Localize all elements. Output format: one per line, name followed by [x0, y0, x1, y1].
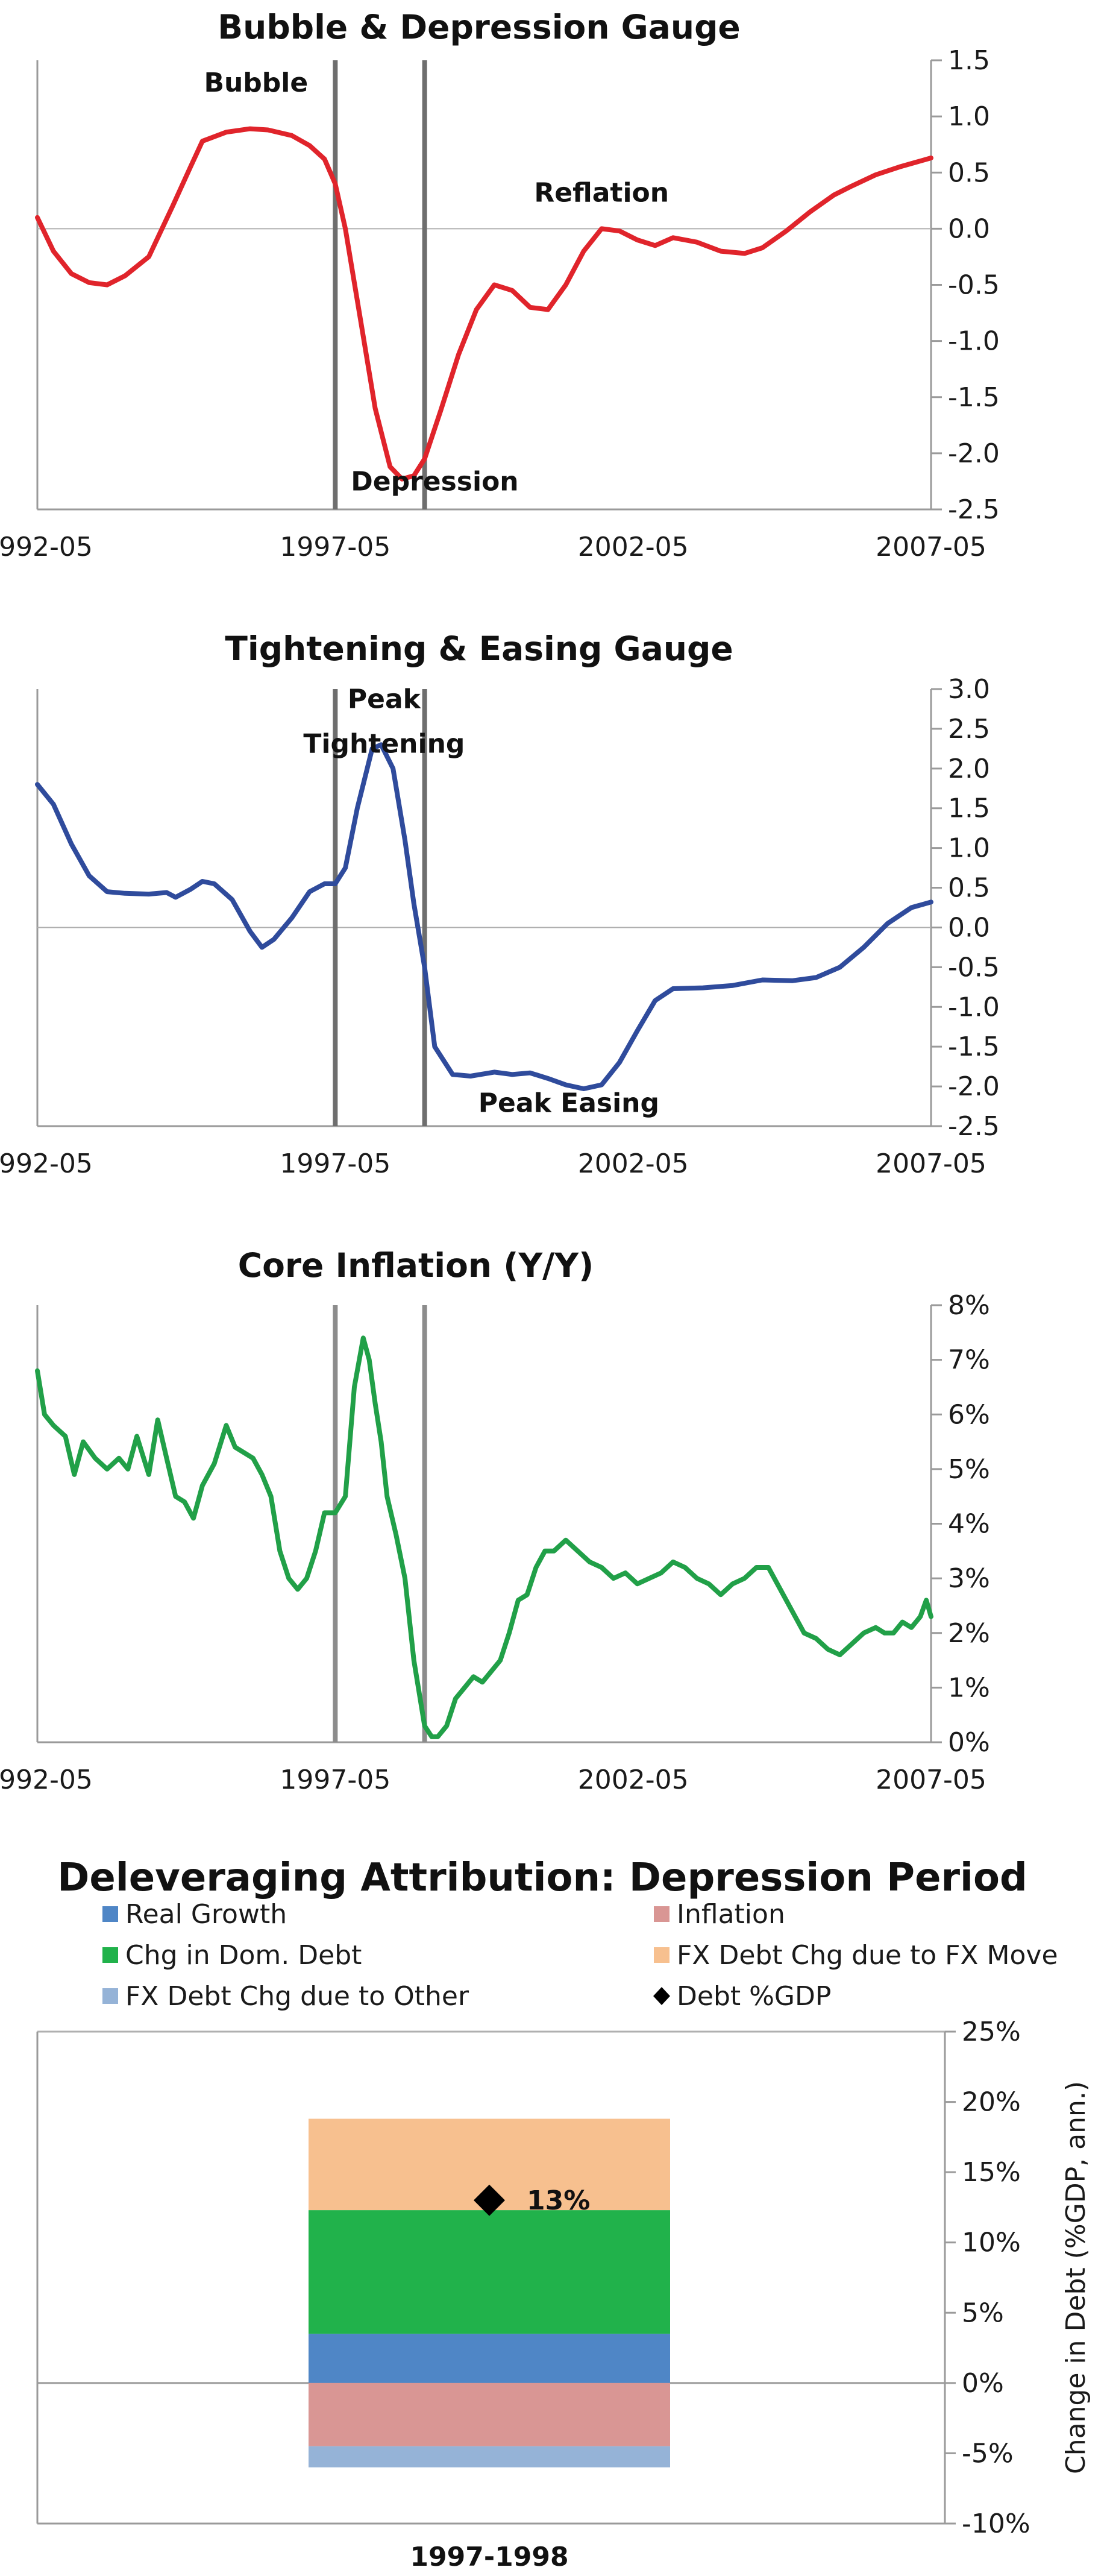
legend: Real Growth Inflation Chg in Dom. Debt FX D… — [102, 1899, 1058, 2012]
annotation-label: Peak Easing — [478, 1088, 659, 1118]
legend-swatch — [102, 1947, 118, 1963]
y-tick-label: 1.0 — [948, 833, 990, 864]
x-tick-label: 1997-05 — [280, 532, 390, 562]
y-tick-label: -1.0 — [948, 326, 1000, 357]
x-tick-label: 2007-05 — [876, 1148, 986, 1179]
y-tick-label: 15% — [962, 2157, 1021, 2188]
annotation-label: Tightening — [303, 728, 465, 759]
x-tick-label: 2002-05 — [578, 1148, 689, 1179]
bar-segment — [309, 2382, 670, 2446]
y-tick-label: 7% — [948, 1345, 990, 1376]
y-tick-label: 10% — [962, 2228, 1021, 2258]
chart-title: Tightening & Easing Gauge — [225, 629, 733, 668]
legend-swatch — [102, 1906, 118, 1922]
legend-label: FX Debt Chg due to FX Move — [677, 1940, 1058, 1971]
x-tick-label: 1992-05 — [0, 532, 93, 562]
y-tick-label: -5% — [962, 2438, 1014, 2469]
y-tick-label: -0.5 — [948, 952, 1000, 983]
y-tick-label: -1.5 — [948, 1031, 1000, 1062]
x-tick-label: 2002-05 — [578, 532, 689, 562]
y-tick-label: -2.5 — [948, 1111, 1000, 1142]
y-tick-label: 0.5 — [948, 873, 990, 904]
y-tick-label: 1.0 — [948, 101, 990, 132]
y-tick-label: 4% — [948, 1509, 990, 1540]
y-tick-label: -1.5 — [948, 382, 1000, 413]
y-tick-label: 1.5 — [948, 45, 990, 76]
x-tick-label: 1992-05 — [0, 1148, 93, 1179]
y-tick-label: 1.5 — [948, 793, 990, 824]
bar-segment — [309, 2334, 670, 2383]
y-tick-label: -2.5 — [948, 494, 1000, 525]
y-tick-label: 20% — [962, 2087, 1021, 2118]
legend-swatch — [654, 1947, 670, 1963]
legend-swatch — [102, 1988, 118, 2004]
chart-title: Bubble & Depression Gauge — [218, 8, 741, 46]
y-tick-label: -2.0 — [948, 438, 1000, 469]
x-category-label: 1997-1998 — [410, 2542, 568, 2572]
series-line — [35, 126, 933, 482]
legend-label: Real Growth — [125, 1899, 287, 1930]
x-tick-label: 2002-05 — [578, 1765, 689, 1795]
legend-label: FX Debt Chg due to Other — [125, 1981, 469, 2012]
bar-segment — [309, 2210, 670, 2334]
y-tick-label: 5% — [948, 1454, 990, 1485]
diamond-icon — [653, 1987, 670, 2005]
y-tick-label: 2.5 — [948, 714, 990, 745]
y-tick-label: -2.0 — [948, 1071, 1000, 1102]
y-tick-label: 0.0 — [948, 912, 990, 943]
bubble-depression-chart: Bubble & Depression Gauge 1.5 1.0 0.5 0.0 -0… — [0, 8, 1000, 562]
x-tick-label: 1997-05 — [280, 1765, 390, 1795]
y-tick-label: 0% — [948, 1727, 990, 1758]
y-tick-label: 8% — [948, 1290, 990, 1321]
x-tick-label: 2007-05 — [876, 532, 986, 562]
annotation-label: Reflation — [534, 178, 669, 209]
data-label: 13% — [527, 2185, 590, 2216]
core-inflation-chart: Core Inflation (Y/Y) 8% 7% 6% 5% 4% 3% 2% 1% 0% 1… — [0, 1246, 990, 1795]
y-tick-label: 5% — [962, 2297, 1004, 2328]
bar-segment — [309, 2446, 670, 2467]
y-tick-label: 0.0 — [948, 213, 990, 244]
y-tick-label: 3.0 — [948, 674, 990, 705]
y-axis-title: Change in Debt (%GDP, ann.) — [1061, 2081, 1091, 2474]
annotation-label: Peak — [348, 684, 422, 715]
x-tick-label: 1997-05 — [280, 1148, 390, 1179]
series-line — [35, 742, 933, 1091]
y-tick-label: -0.5 — [948, 270, 1000, 301]
y-tick-label: 1% — [948, 1672, 990, 1703]
y-tick-label: 2% — [948, 1618, 990, 1649]
legend-label: Debt %GDP — [677, 1981, 831, 2012]
legend-label: Inflation — [677, 1899, 785, 1930]
y-tick-label: 3% — [948, 1563, 990, 1594]
y-tick-label: -1.0 — [948, 992, 1000, 1022]
y-tick-label: 2.0 — [948, 754, 990, 784]
x-tick-label: 1992-05 — [0, 1765, 93, 1795]
debt-marker — [474, 2184, 505, 2216]
annotation-label: Bubble — [204, 68, 308, 98]
legend-swatch — [654, 1906, 670, 1922]
annotation-label: Depression — [351, 466, 518, 497]
y-tick-label: 6% — [948, 1399, 990, 1430]
tightening-easing-chart: Tightening & Easing Gauge 3.0 2.5 2.0 1.5 1.… — [0, 629, 1000, 1179]
deleveraging-attribution-chart: Deleveraging Attribution: Depression Per… — [36, 1856, 1091, 2572]
chart-title: Deleveraging Attribution: Depression Per… — [57, 1856, 1027, 1900]
chart-title: Core Inflation (Y/Y) — [238, 1246, 594, 1285]
y-tick-label: 0.5 — [948, 157, 990, 188]
x-tick-label: 2007-05 — [876, 1765, 986, 1795]
y-tick-label: 25% — [962, 2017, 1021, 2047]
y-tick-label: -10% — [962, 2508, 1030, 2539]
series-line — [35, 1335, 933, 1739]
y-tick-label: 0% — [962, 2368, 1004, 2399]
legend-label: Chg in Dom. Debt — [125, 1940, 362, 1971]
